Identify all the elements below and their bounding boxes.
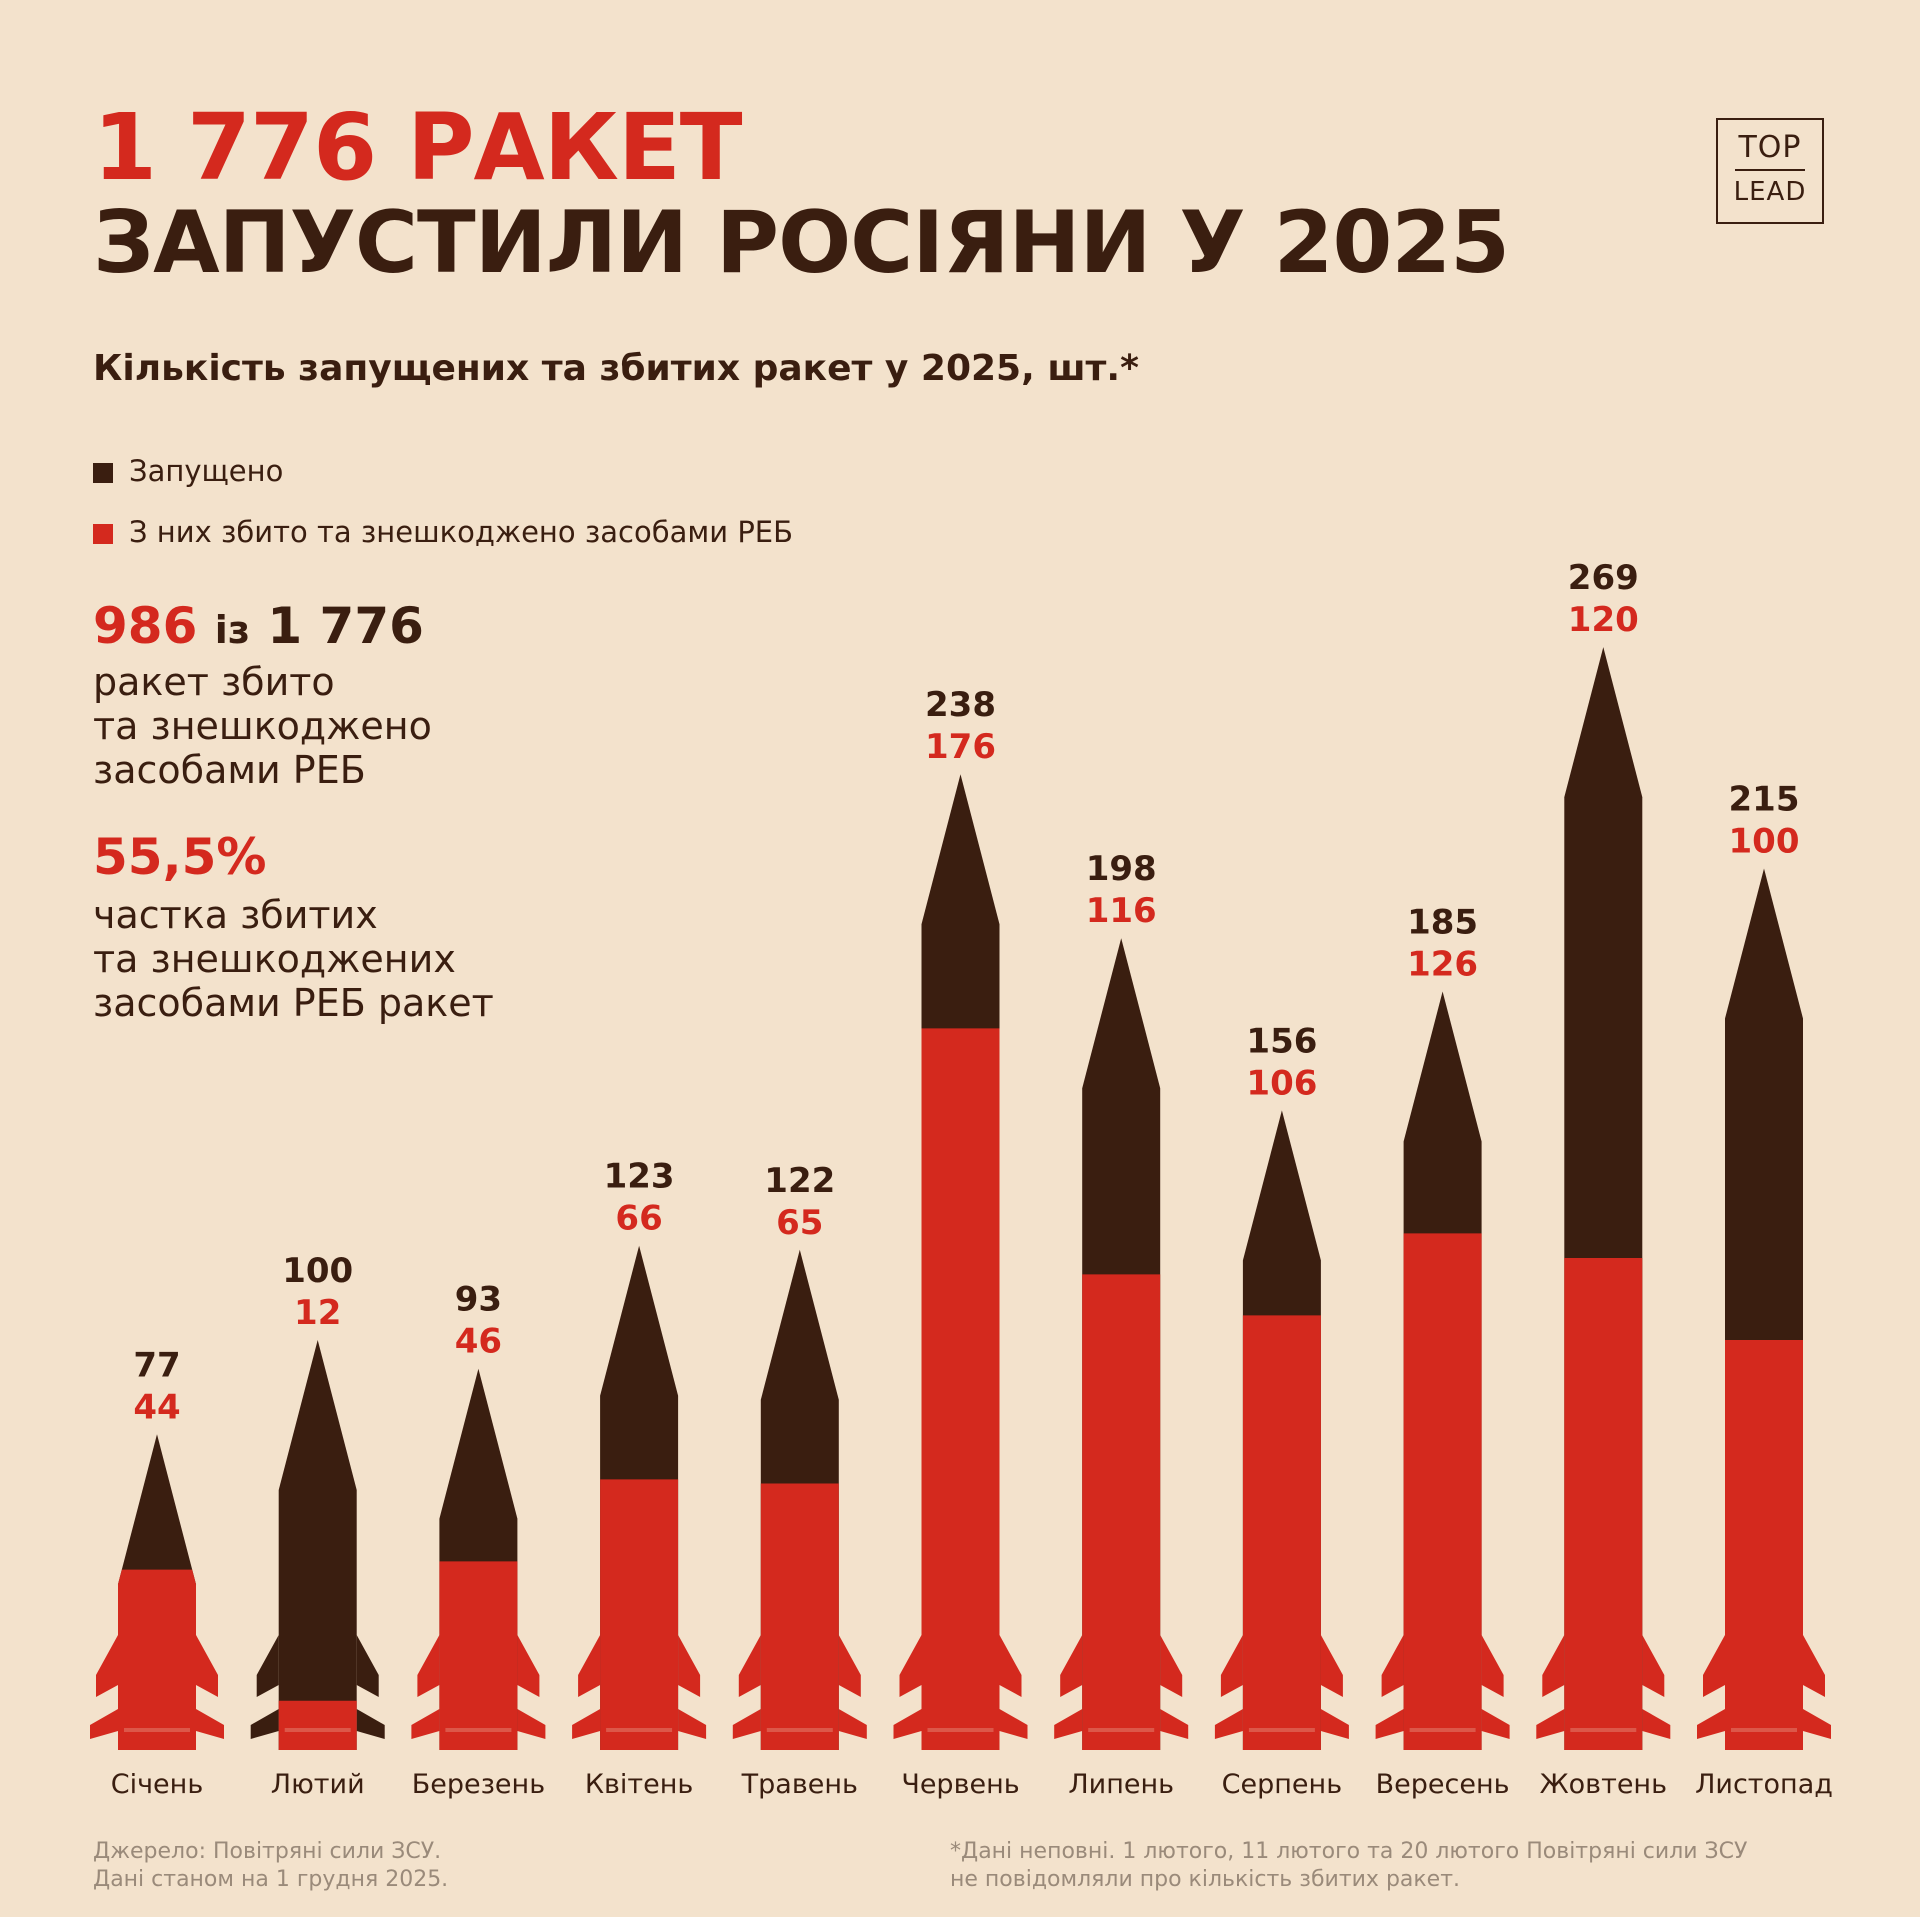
value-label-intercepted: 120 — [1568, 600, 1639, 640]
footer-source: Джерело: Повітряні сили ЗСУ. Дані станом… — [93, 1839, 449, 1892]
value-label-launched: 77 — [133, 1345, 180, 1385]
bar-intercepted — [439, 1561, 518, 1750]
value-label-launched: 215 — [1729, 780, 1800, 820]
logo-line-2: LEAD — [1733, 177, 1807, 207]
logo-divider — [1735, 169, 1805, 171]
legend-item-intercepted: З них збито та знешкоджено засобами РЕБ — [93, 515, 793, 549]
stat-share-description: частка збитих та знешкоджених засобами Р… — [93, 893, 494, 1025]
bar-launched — [278, 1340, 357, 1750]
month-label: Січень — [111, 1769, 203, 1800]
rocket-fins — [250, 1635, 385, 1739]
legend-item-launched: Запущено — [93, 454, 283, 488]
value-label-intercepted: 106 — [1246, 1063, 1317, 1103]
value-label-intercepted: 65 — [776, 1203, 823, 1243]
month-label: Жовтень — [1540, 1769, 1667, 1800]
value-label-intercepted: 126 — [1407, 945, 1478, 985]
month-label: Лютий — [271, 1769, 365, 1800]
rocket-nozzle-line — [1088, 1728, 1155, 1732]
value-label-intercepted: 66 — [615, 1199, 662, 1239]
bar-intercepted — [1725, 1340, 1803, 1750]
title-line-2: ЗАПУСТИЛИ РОСІЯНИ У 2025 — [93, 193, 1510, 293]
rocket-fins — [732, 1635, 867, 1739]
stat-intercepted-total: 986 — [93, 597, 198, 655]
stat-connector: із — [214, 608, 250, 652]
rocket-nozzle-line — [927, 1728, 994, 1732]
bar-intercepted — [1564, 1258, 1643, 1750]
value-label-intercepted: 116 — [1086, 891, 1157, 931]
value-label-intercepted: 46 — [455, 1322, 502, 1362]
month-label: Березень — [412, 1769, 545, 1800]
month-label: Квітень — [585, 1769, 694, 1800]
stat-intercepted-of-total: 986 із 1 776 — [93, 597, 424, 655]
value-label-launched: 100 — [282, 1251, 353, 1291]
month-label: Червень — [901, 1769, 1019, 1800]
legend-swatch-intercepted — [93, 524, 113, 544]
rocket-nozzle-line — [606, 1728, 673, 1732]
month-label: Липень — [1068, 1769, 1174, 1800]
value-label-intercepted: 176 — [925, 727, 996, 767]
stat-share: 55,5% — [93, 828, 267, 886]
rocket-fins — [411, 1635, 546, 1739]
rocket-fins — [572, 1635, 707, 1739]
rocket-fins — [1375, 1635, 1510, 1739]
bar-intercepted — [278, 1700, 357, 1750]
rocket-nozzle-line — [1570, 1728, 1637, 1732]
logo-line-1: TOP — [1738, 130, 1802, 165]
chart-subtitle: Кількість запущених та збитих ракет у 20… — [93, 348, 1139, 389]
legend-label-intercepted: З них збито та знешкоджено засобами РЕБ — [129, 515, 794, 549]
stat-intercepted-description: ракет збито та знешкоджено засобами РЕБ — [93, 660, 432, 792]
month-label: Серпень — [1222, 1769, 1342, 1800]
legend-swatch-launched — [93, 463, 113, 483]
value-label-intercepted: 100 — [1729, 822, 1800, 862]
value-label-intercepted: 12 — [294, 1293, 341, 1333]
rocket-fins — [1536, 1635, 1671, 1739]
value-label-launched: 198 — [1086, 849, 1157, 889]
footer-note: *Дані неповні. 1 лютого, 11 лютого та 20… — [950, 1839, 1748, 1892]
rocket-nozzle-line — [124, 1728, 190, 1732]
rocket-fins — [90, 1635, 224, 1739]
bar-intercepted — [1242, 1315, 1321, 1750]
value-label-launched: 269 — [1568, 558, 1639, 598]
bar-intercepted — [760, 1483, 839, 1750]
stat-launched-total: 1 776 — [267, 597, 424, 655]
bar-intercepted — [600, 1479, 679, 1750]
rocket-fins — [893, 1635, 1028, 1739]
rocket-fins — [1697, 1635, 1831, 1739]
rocket-fins — [1214, 1635, 1349, 1739]
rocket-nozzle-line — [445, 1728, 512, 1732]
value-label-launched: 185 — [1407, 903, 1478, 943]
bar-intercepted — [118, 1569, 196, 1750]
rocket-nozzle-line — [766, 1728, 833, 1732]
value-label-launched: 123 — [604, 1157, 675, 1197]
value-label-intercepted: 44 — [133, 1387, 180, 1427]
bar-intercepted — [1082, 1274, 1161, 1750]
value-label-launched: 238 — [925, 685, 996, 725]
legend-label-launched: Запущено — [129, 454, 284, 488]
bar-intercepted — [921, 1028, 1000, 1750]
rocket-nozzle-line — [1409, 1728, 1476, 1732]
value-label-launched: 122 — [764, 1161, 835, 1201]
title-line-1: 1 776 РАКЕТ — [93, 94, 743, 201]
rocket-nozzle-line — [1248, 1728, 1315, 1732]
value-label-launched: 156 — [1246, 1021, 1317, 1061]
rocket-fins — [1054, 1635, 1189, 1739]
toplead-logo: TOP LEAD — [1716, 118, 1824, 224]
value-label-launched: 93 — [455, 1280, 502, 1320]
bar-intercepted — [1403, 1233, 1482, 1750]
month-label: Травень — [741, 1769, 858, 1800]
month-label: Вересень — [1376, 1769, 1510, 1800]
rocket-nozzle-line — [284, 1728, 351, 1732]
rocket-nozzle-line — [1731, 1728, 1797, 1732]
month-label: Листопад — [1695, 1769, 1833, 1800]
